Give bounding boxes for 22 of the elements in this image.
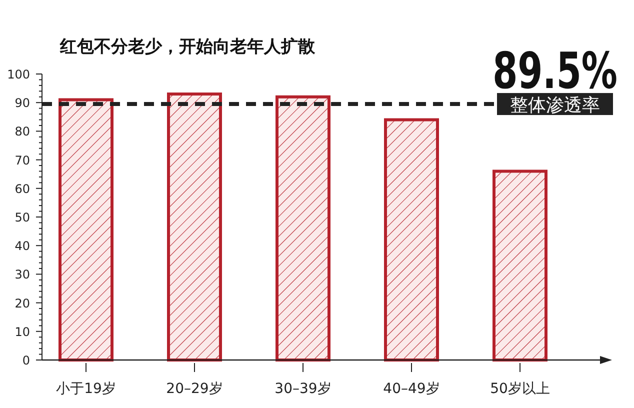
y-tick-label: 80 (14, 124, 30, 139)
y-tick-label: 40 (14, 239, 30, 254)
y-tick-label: 10 (14, 324, 30, 339)
y-tick-label: 100 (7, 68, 30, 82)
x-tick-label: 50岁以上 (490, 381, 550, 397)
x-tick-label: 40–49岁 (383, 381, 440, 397)
y-tick-label: 60 (14, 182, 30, 196)
y-tick-label: 30 (14, 268, 30, 282)
chart-title: 红包不分老少，开始向老年人扩散 (59, 37, 316, 57)
bar (384, 118, 439, 362)
x-tick-label: 小于19岁 (56, 381, 116, 397)
y-tick-label: 90 (14, 96, 30, 110)
y-tick-label: 50 (14, 210, 30, 224)
bar (167, 92, 222, 362)
y-tick-label: 70 (14, 153, 30, 168)
x-tick-label: 30–39岁 (274, 381, 332, 397)
bar (276, 95, 330, 362)
bar (492, 170, 548, 362)
bar (58, 98, 114, 362)
y-tick-label: 0 (22, 354, 30, 368)
x-tick-label: 20–29岁 (166, 381, 223, 397)
y-tick-label: 20 (14, 296, 30, 310)
